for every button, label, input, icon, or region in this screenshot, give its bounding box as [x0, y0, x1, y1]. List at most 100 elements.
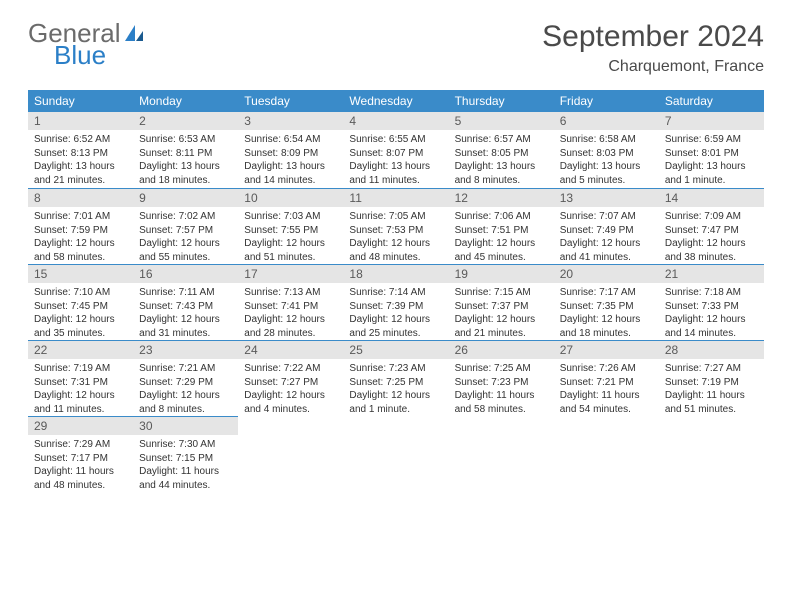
day-header: Wednesday: [343, 90, 448, 112]
daylight-text: Daylight: 12 hours and 11 minutes.: [34, 389, 127, 416]
daylight-text: Daylight: 13 hours and 18 minutes.: [139, 160, 232, 187]
sunrise-text: Sunrise: 7:17 AM: [560, 286, 653, 300]
day-cell: 14Sunrise: 7:09 AMSunset: 7:47 PMDayligh…: [659, 188, 764, 264]
day-number: 26: [449, 340, 554, 359]
day-body: Sunrise: 6:55 AMSunset: 8:07 PMDaylight:…: [343, 130, 448, 191]
daylight-text: Daylight: 11 hours and 54 minutes.: [560, 389, 653, 416]
sunrise-text: Sunrise: 7:07 AM: [560, 210, 653, 224]
day-number: 8: [28, 188, 133, 207]
day-number: 20: [554, 264, 659, 283]
day-body: Sunrise: 7:14 AMSunset: 7:39 PMDaylight:…: [343, 283, 448, 344]
day-body: Sunrise: 7:02 AMSunset: 7:57 PMDaylight:…: [133, 207, 238, 268]
daylight-text: Daylight: 12 hours and 45 minutes.: [455, 237, 548, 264]
sunset-text: Sunset: 7:43 PM: [139, 300, 232, 314]
day-body: Sunrise: 7:13 AMSunset: 7:41 PMDaylight:…: [238, 283, 343, 344]
daylight-text: Daylight: 12 hours and 35 minutes.: [34, 313, 127, 340]
sunset-text: Sunset: 7:23 PM: [455, 376, 548, 390]
sunset-text: Sunset: 7:45 PM: [34, 300, 127, 314]
day-number: 4: [343, 112, 448, 130]
sunset-text: Sunset: 7:59 PM: [34, 224, 127, 238]
logo-sail-icon: [123, 23, 145, 43]
day-header: Thursday: [449, 90, 554, 112]
sunset-text: Sunset: 8:07 PM: [349, 147, 442, 161]
day-number: 5: [449, 112, 554, 130]
day-cell: 29Sunrise: 7:29 AMSunset: 7:17 PMDayligh…: [28, 416, 133, 492]
day-cell: 24Sunrise: 7:22 AMSunset: 7:27 PMDayligh…: [238, 340, 343, 416]
daylight-text: Daylight: 12 hours and 58 minutes.: [34, 237, 127, 264]
day-number: 18: [343, 264, 448, 283]
daylight-text: Daylight: 12 hours and 25 minutes.: [349, 313, 442, 340]
sunset-text: Sunset: 8:01 PM: [665, 147, 758, 161]
logo-text-blue: Blue: [54, 42, 145, 68]
day-cell: 4Sunrise: 6:55 AMSunset: 8:07 PMDaylight…: [343, 112, 448, 188]
day-cell: 9Sunrise: 7:02 AMSunset: 7:57 PMDaylight…: [133, 188, 238, 264]
daylight-text: Daylight: 13 hours and 14 minutes.: [244, 160, 337, 187]
daylight-text: Daylight: 12 hours and 18 minutes.: [560, 313, 653, 340]
day-header: Saturday: [659, 90, 764, 112]
day-cell: [449, 416, 554, 492]
sunset-text: Sunset: 7:41 PM: [244, 300, 337, 314]
day-cell: 23Sunrise: 7:21 AMSunset: 7:29 PMDayligh…: [133, 340, 238, 416]
location: Charquemont, France: [542, 58, 764, 76]
sunset-text: Sunset: 7:31 PM: [34, 376, 127, 390]
day-number: 3: [238, 112, 343, 130]
week-row: 29Sunrise: 7:29 AMSunset: 7:17 PMDayligh…: [28, 416, 764, 492]
sunset-text: Sunset: 8:13 PM: [34, 147, 127, 161]
day-cell: 11Sunrise: 7:05 AMSunset: 7:53 PMDayligh…: [343, 188, 448, 264]
day-header: Tuesday: [238, 90, 343, 112]
day-body: Sunrise: 6:57 AMSunset: 8:05 PMDaylight:…: [449, 130, 554, 191]
sunrise-text: Sunrise: 7:15 AM: [455, 286, 548, 300]
day-body: Sunrise: 7:27 AMSunset: 7:19 PMDaylight:…: [659, 359, 764, 420]
daylight-text: Daylight: 12 hours and 21 minutes.: [455, 313, 548, 340]
sunrise-text: Sunrise: 6:58 AM: [560, 133, 653, 147]
daylight-text: Daylight: 13 hours and 5 minutes.: [560, 160, 653, 187]
day-number: 15: [28, 264, 133, 283]
sunrise-text: Sunrise: 7:27 AM: [665, 362, 758, 376]
sunrise-text: Sunrise: 7:23 AM: [349, 362, 442, 376]
day-header: Monday: [133, 90, 238, 112]
logo: General Blue: [28, 20, 145, 68]
calendar-table: SundayMondayTuesdayWednesdayThursdayFrid…: [28, 90, 764, 492]
daylight-text: Daylight: 13 hours and 11 minutes.: [349, 160, 442, 187]
sunset-text: Sunset: 7:17 PM: [34, 452, 127, 466]
daylight-text: Daylight: 12 hours and 51 minutes.: [244, 237, 337, 264]
sunrise-text: Sunrise: 6:52 AM: [34, 133, 127, 147]
daylight-text: Daylight: 12 hours and 28 minutes.: [244, 313, 337, 340]
day-body: Sunrise: 6:53 AMSunset: 8:11 PMDaylight:…: [133, 130, 238, 191]
day-number: 22: [28, 340, 133, 359]
day-body: Sunrise: 7:01 AMSunset: 7:59 PMDaylight:…: [28, 207, 133, 268]
day-cell: 30Sunrise: 7:30 AMSunset: 7:15 PMDayligh…: [133, 416, 238, 492]
day-number: 23: [133, 340, 238, 359]
day-body: Sunrise: 7:30 AMSunset: 7:15 PMDaylight:…: [133, 435, 238, 496]
sunset-text: Sunset: 7:15 PM: [139, 452, 232, 466]
day-cell: [238, 416, 343, 492]
day-body: Sunrise: 7:17 AMSunset: 7:35 PMDaylight:…: [554, 283, 659, 344]
week-row: 1Sunrise: 6:52 AMSunset: 8:13 PMDaylight…: [28, 112, 764, 188]
day-body: Sunrise: 7:03 AMSunset: 7:55 PMDaylight:…: [238, 207, 343, 268]
day-number: 24: [238, 340, 343, 359]
sunset-text: Sunset: 8:11 PM: [139, 147, 232, 161]
sunset-text: Sunset: 7:47 PM: [665, 224, 758, 238]
sunrise-text: Sunrise: 7:18 AM: [665, 286, 758, 300]
day-body: Sunrise: 7:25 AMSunset: 7:23 PMDaylight:…: [449, 359, 554, 420]
day-cell: 10Sunrise: 7:03 AMSunset: 7:55 PMDayligh…: [238, 188, 343, 264]
month-title: September 2024: [542, 20, 764, 54]
day-body: Sunrise: 7:07 AMSunset: 7:49 PMDaylight:…: [554, 207, 659, 268]
day-number: 2: [133, 112, 238, 130]
week-row: 15Sunrise: 7:10 AMSunset: 7:45 PMDayligh…: [28, 264, 764, 340]
day-cell: 1Sunrise: 6:52 AMSunset: 8:13 PMDaylight…: [28, 112, 133, 188]
sunset-text: Sunset: 7:25 PM: [349, 376, 442, 390]
daylight-text: Daylight: 12 hours and 48 minutes.: [349, 237, 442, 264]
day-cell: 15Sunrise: 7:10 AMSunset: 7:45 PMDayligh…: [28, 264, 133, 340]
sunset-text: Sunset: 7:57 PM: [139, 224, 232, 238]
day-number: 16: [133, 264, 238, 283]
day-cell: [343, 416, 448, 492]
sunrise-text: Sunrise: 7:09 AM: [665, 210, 758, 224]
day-cell: 2Sunrise: 6:53 AMSunset: 8:11 PMDaylight…: [133, 112, 238, 188]
day-number: 25: [343, 340, 448, 359]
week-row: 8Sunrise: 7:01 AMSunset: 7:59 PMDaylight…: [28, 188, 764, 264]
daylight-text: Daylight: 12 hours and 8 minutes.: [139, 389, 232, 416]
sunrise-text: Sunrise: 7:25 AM: [455, 362, 548, 376]
day-cell: 18Sunrise: 7:14 AMSunset: 7:39 PMDayligh…: [343, 264, 448, 340]
sunset-text: Sunset: 7:19 PM: [665, 376, 758, 390]
